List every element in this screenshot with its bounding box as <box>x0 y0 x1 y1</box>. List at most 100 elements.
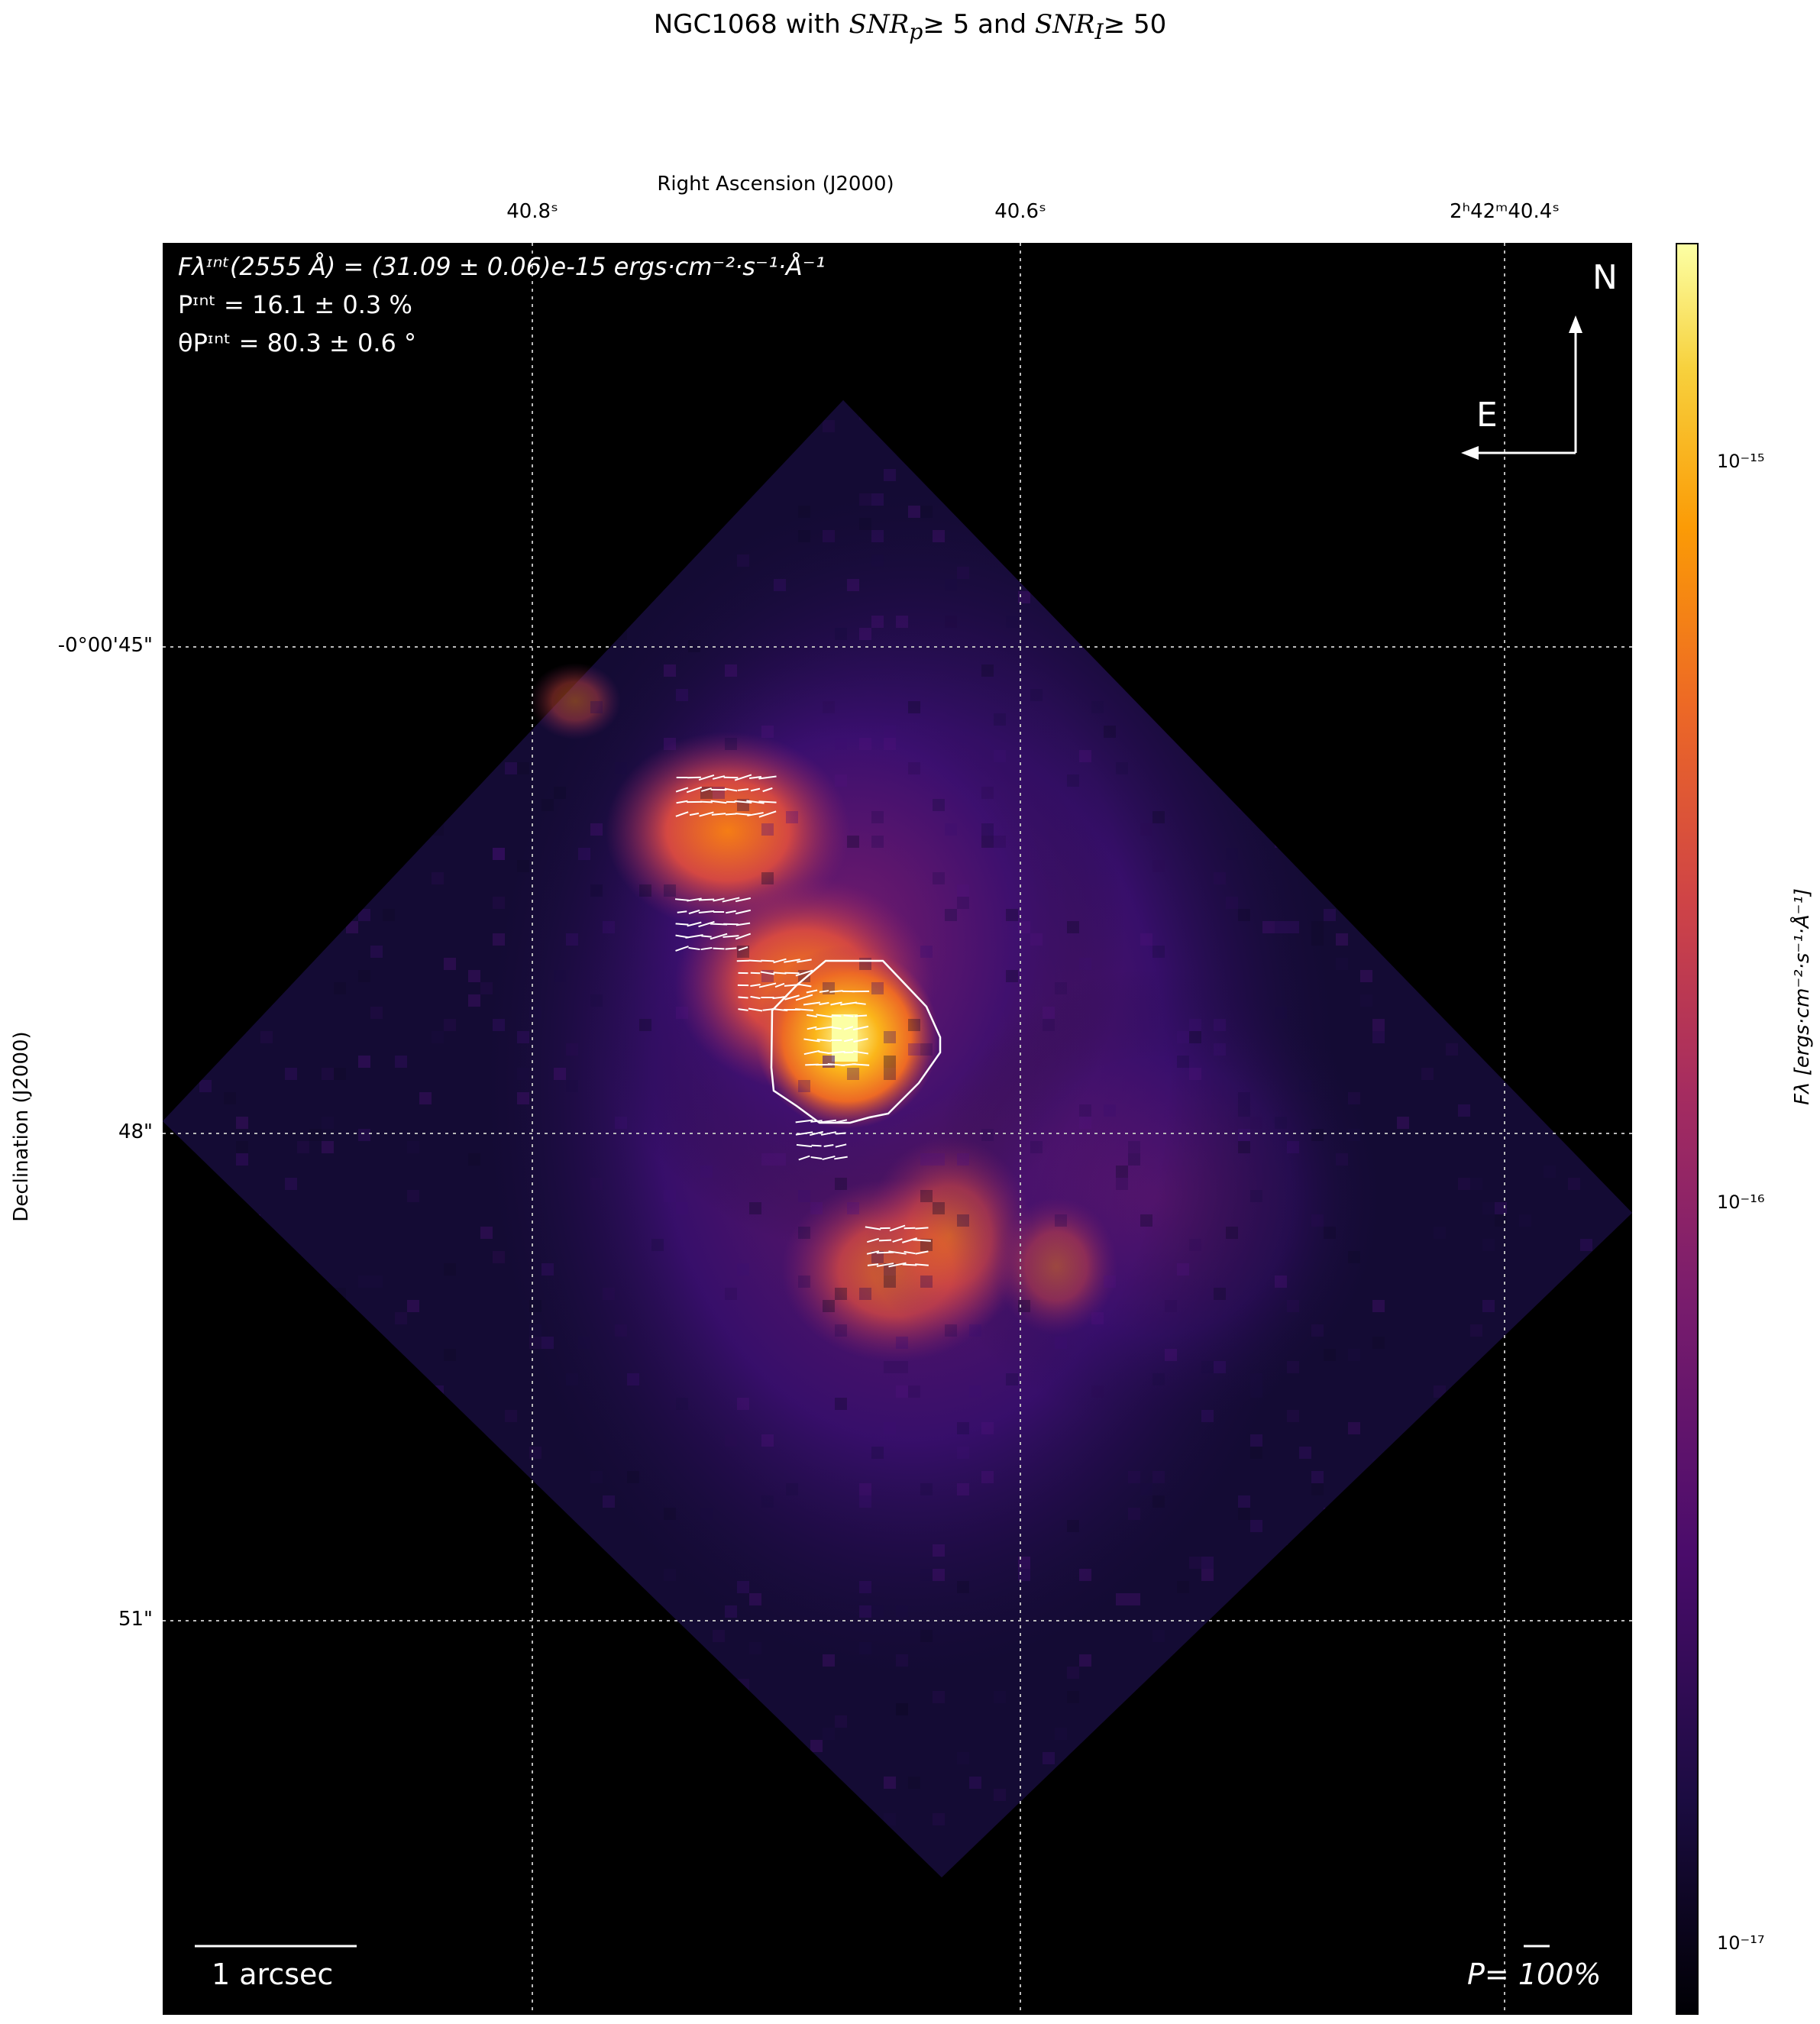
pixel <box>444 1349 456 1361</box>
pixel <box>920 1569 933 1581</box>
pixel <box>1177 1679 1189 1691</box>
pixel <box>334 1288 346 1300</box>
pixel <box>493 1520 505 1532</box>
pixel <box>358 970 370 982</box>
pol-vector <box>815 1026 833 1030</box>
pixel <box>1262 530 1275 542</box>
pixel <box>285 860 297 872</box>
pixel <box>1605 1385 1617 1398</box>
pixel <box>1275 1276 1287 1288</box>
pixel <box>1189 1557 1201 1569</box>
pixel <box>1128 1141 1140 1153</box>
pixel <box>566 1080 578 1092</box>
pixel <box>273 1520 285 1532</box>
pixel <box>1238 1508 1250 1520</box>
pixel <box>1544 1166 1556 1178</box>
pol-vector <box>747 812 764 816</box>
pixel <box>212 1483 224 1495</box>
pixel <box>1531 762 1544 774</box>
pol-vector <box>675 923 689 926</box>
pixel <box>529 1300 541 1312</box>
pixel <box>1372 1019 1385 1031</box>
pixel <box>1177 726 1189 738</box>
pixel <box>896 1703 908 1715</box>
pixel <box>505 762 517 774</box>
pixel <box>322 1117 334 1129</box>
pixel <box>358 1276 370 1288</box>
pixel <box>322 1141 334 1153</box>
pixel <box>1275 432 1287 445</box>
pixel <box>981 664 994 677</box>
pixel <box>1287 921 1299 933</box>
pixel <box>1043 1752 1055 1764</box>
pixel <box>725 1764 737 1777</box>
pixel <box>236 1117 248 1129</box>
pixel <box>1250 1117 1262 1129</box>
pixel <box>1275 921 1287 933</box>
pixel <box>1116 603 1128 616</box>
pixel <box>493 933 505 946</box>
pixel <box>187 933 199 946</box>
pixel <box>163 701 175 713</box>
pixel <box>1348 1251 1360 1263</box>
pixel <box>566 1715 578 1728</box>
pixel <box>823 1654 835 1667</box>
pixel <box>1275 1007 1287 1019</box>
pixel <box>517 1031 529 1043</box>
pixel <box>334 1764 346 1777</box>
pol-vector <box>762 1008 773 1011</box>
pixel <box>309 1508 322 1520</box>
pol-vector <box>698 920 715 928</box>
pixel <box>725 400 737 408</box>
pol-vector <box>737 788 749 791</box>
pixel <box>1104 726 1116 738</box>
pol-vector <box>810 1130 823 1136</box>
pixel <box>1250 1373 1262 1385</box>
pixel <box>541 445 554 457</box>
colorbar-tick: 10⁻¹⁷ <box>1717 1932 1765 1954</box>
pixel <box>1580 1801 1592 1813</box>
pixel <box>1250 652 1262 664</box>
pixel <box>395 530 407 542</box>
pixel <box>786 1838 798 1850</box>
pixel <box>285 933 297 946</box>
pixel <box>676 1007 688 1019</box>
pixel <box>700 1508 713 1520</box>
pol-vector <box>711 813 726 816</box>
pixel <box>199 1373 212 1385</box>
pixel <box>248 432 260 445</box>
pol-vector <box>807 1026 817 1030</box>
pixel <box>175 1569 187 1581</box>
pixel <box>798 530 810 542</box>
pol-vector <box>700 800 713 803</box>
pixel <box>749 1642 761 1654</box>
pol-vector <box>901 1237 918 1243</box>
pixel <box>1568 1324 1580 1337</box>
pixel <box>285 1068 297 1080</box>
pixel <box>1434 1422 1446 1434</box>
pixel <box>786 1483 798 1495</box>
pol-vector <box>746 800 765 804</box>
pixel <box>713 787 725 799</box>
pol-vector <box>834 1156 848 1160</box>
pixel <box>199 1214 212 1227</box>
pixel <box>566 1043 578 1056</box>
pol-vector <box>795 1008 813 1011</box>
pol-vector <box>677 910 687 913</box>
pixel <box>908 1019 920 1031</box>
pixel <box>859 738 871 750</box>
ra-tick-label: 2ʰ42ᵐ40.4ˢ <box>1450 200 1560 223</box>
pixel <box>163 933 175 946</box>
pol-vector <box>723 923 739 926</box>
pol-vector <box>843 1026 854 1030</box>
pixel <box>639 884 651 897</box>
pixel <box>871 836 884 848</box>
dec-tick-label: -0°00'45" <box>57 634 153 657</box>
pixel <box>725 1825 737 1838</box>
pixel <box>1482 1447 1495 1459</box>
pixel <box>468 994 480 1007</box>
pixel <box>505 1410 517 1422</box>
pixel <box>933 799 945 811</box>
pixel <box>933 1544 945 1557</box>
pixel <box>236 1752 248 1764</box>
